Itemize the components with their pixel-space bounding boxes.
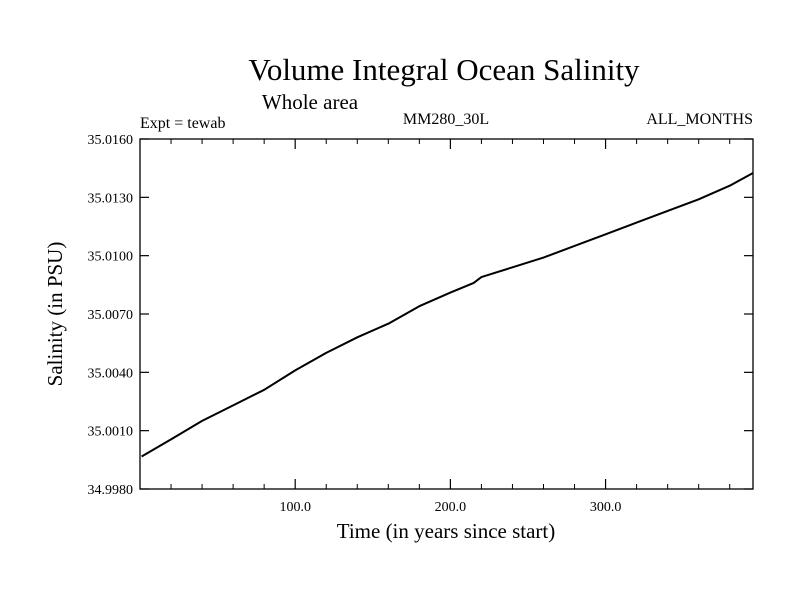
y-tick-label-1: 35.0010	[88, 425, 134, 440]
y-tick-label-6: 35.0160	[88, 133, 134, 148]
y-axis-ticks: 34.9980 35.0010 35.0040 35.0070 35.0100 35.01…	[88, 133, 753, 498]
x-axis-ticks: 100.0 200.0 300.0	[279, 139, 621, 515]
y-tick-label-4: 35.0100	[88, 250, 134, 265]
plot-frame	[139, 138, 754, 490]
x-tick-label-0: 100.0	[279, 500, 311, 515]
y-tick-label-0: 34.9980	[88, 483, 134, 498]
y-tick-label-5: 35.0130	[88, 191, 134, 206]
x-axis-minor-ticks	[170, 139, 731, 489]
chart-subtitle: Whole area	[262, 90, 359, 114]
chart-title: Volume Integral Ocean Salinity	[248, 52, 640, 87]
x-tick-label-2: 300.0	[590, 500, 622, 515]
y-tick-label-3: 35.0070	[88, 308, 134, 323]
model-annotation: MM280_30L	[403, 111, 489, 128]
y-axis-label: Salinity (in PSU)	[43, 242, 67, 387]
y-tick-label-2: 35.0040	[88, 366, 134, 381]
x-axis-label: Time (in years since start)	[337, 519, 556, 543]
x-tick-label-1: 200.0	[435, 500, 467, 515]
months-annotation: ALL_MONTHS	[646, 111, 753, 128]
salinity-series-line	[141, 172, 754, 458]
experiment-annotation: Expt = tewab	[140, 115, 225, 132]
